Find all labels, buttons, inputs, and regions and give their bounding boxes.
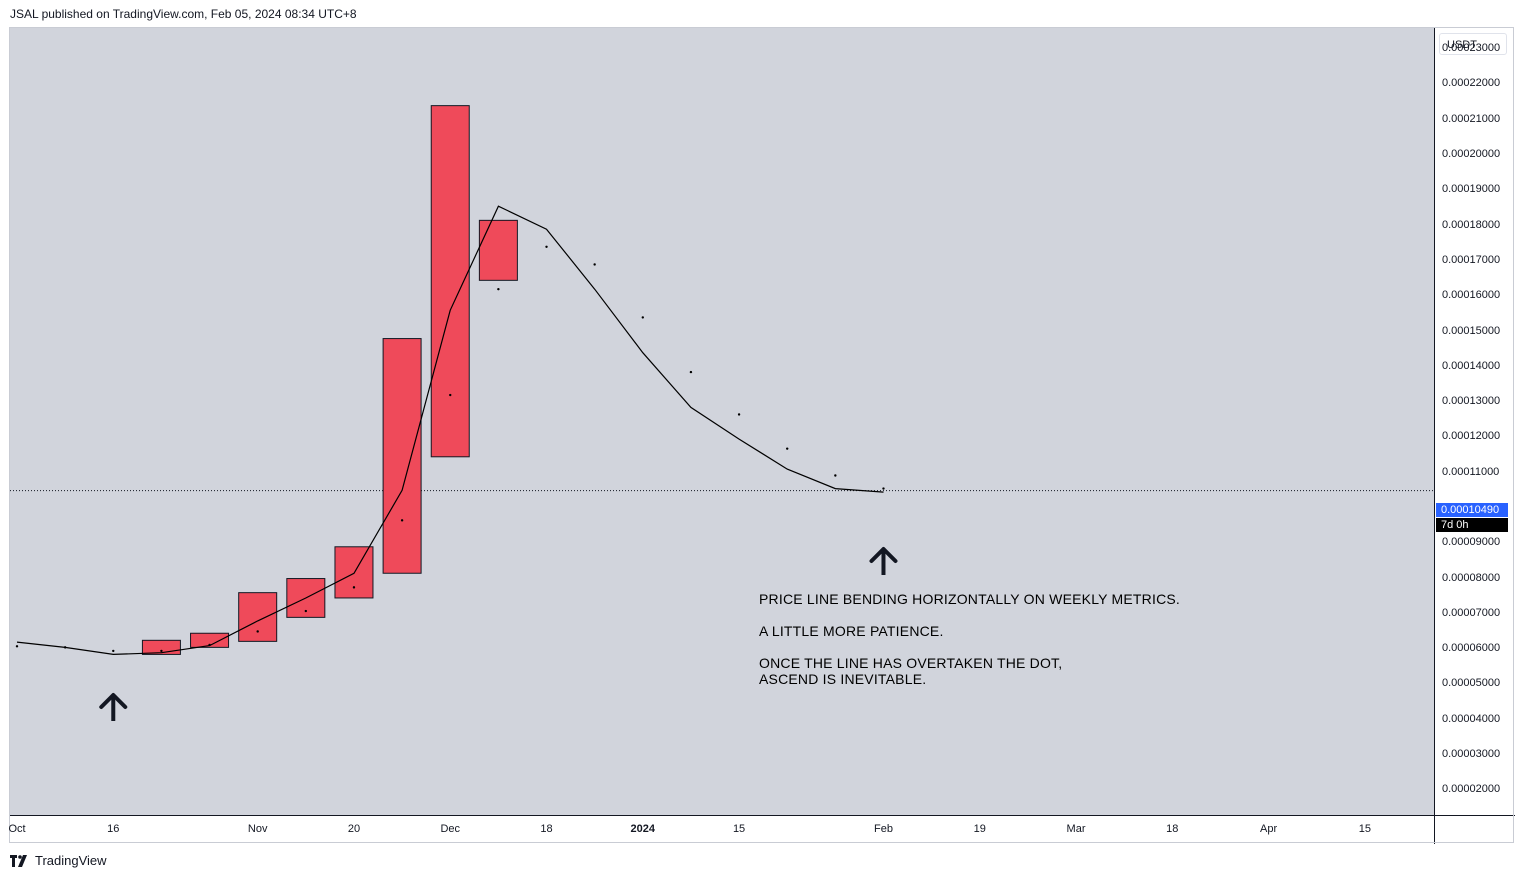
candle <box>430 105 470 458</box>
dot-marker <box>689 370 693 374</box>
candle-countdown: 7d 0h <box>1436 518 1508 532</box>
candle <box>190 632 230 648</box>
x-tick-label: 15 <box>1358 823 1371 835</box>
candle <box>238 592 278 642</box>
candle <box>382 338 422 574</box>
x-tick-label: Dec <box>440 823 461 835</box>
dot-marker <box>63 646 67 649</box>
dot-marker <box>882 487 885 490</box>
currency-button[interactable]: USDT <box>1439 33 1507 55</box>
x-tick-label: 15 <box>732 823 746 835</box>
dot-marker <box>208 643 211 647</box>
tradingview-logo-icon <box>10 854 27 867</box>
plot-area[interactable] <box>10 28 1434 815</box>
axis-corner <box>1434 815 1515 844</box>
candle <box>478 219 518 281</box>
dot-marker <box>400 519 404 522</box>
footer-brand[interactable]: TradingView <box>10 853 107 868</box>
dot-marker <box>256 630 259 633</box>
y-tick-label: 0.00006000 <box>1442 642 1501 655</box>
y-tick-label: 0.00011000 <box>1442 465 1500 478</box>
x-tick-label: Feb <box>873 823 893 835</box>
y-tick-label: 0.00020000 <box>1442 148 1501 161</box>
y-tick-label: 0.00014000 <box>1442 359 1501 372</box>
dot-marker <box>786 447 789 450</box>
dot-marker <box>593 263 596 266</box>
dot-marker <box>834 474 837 477</box>
y-tick-label: 0.00004000 <box>1442 712 1501 725</box>
footer-brand-label: TradingView <box>35 853 107 868</box>
up-arrow-icon <box>869 547 898 575</box>
dot-marker <box>15 645 19 648</box>
y-tick-label: 0.00007000 <box>1442 606 1501 619</box>
x-tick-label: 2024 <box>630 823 656 835</box>
x-tick-label: 16 <box>107 823 120 835</box>
dot-marker <box>160 649 163 653</box>
x-tick-label: Apr <box>1260 823 1278 835</box>
current-price-label: 0.00010490 <box>1436 503 1508 517</box>
up-arrow-icon <box>99 693 128 721</box>
x-tick-label: 19 <box>973 823 986 835</box>
y-tick-label: 0.00008000 <box>1442 571 1501 584</box>
dot-marker <box>545 245 548 249</box>
y-tick-label: 0.00022000 <box>1442 77 1501 90</box>
x-tick-label: 18 <box>1166 823 1179 835</box>
annotation-line-1: PRICE LINE BENDING HORIZONTALLY ON WEEKL… <box>759 591 1181 607</box>
y-tick-label: 0.00009000 <box>1442 536 1501 549</box>
dot-marker <box>352 586 356 589</box>
y-tick-label: 0.00021000 <box>1442 112 1501 125</box>
dot-marker <box>737 413 741 416</box>
time-axis[interactable] <box>10 815 1434 844</box>
x-tick-label: Nov <box>247 823 268 835</box>
y-tick-label: 0.00013000 <box>1442 395 1501 408</box>
dot-marker <box>304 609 308 613</box>
y-tick-label: 0.00005000 <box>1442 677 1501 690</box>
y-tick-label: 0.00003000 <box>1442 748 1501 760</box>
price-axis[interactable] <box>1434 28 1515 815</box>
annotation-line-3: ONCE THE LINE HAS OVERTAKEN THE DOT, <box>759 655 1063 671</box>
y-tick-label: 0.00019000 <box>1442 183 1501 196</box>
x-tick-label: Oct <box>8 823 26 835</box>
dot-marker <box>112 649 115 653</box>
y-tick-label: 0.00015000 <box>1442 324 1501 337</box>
y-tick-label: 0.00018000 <box>1442 218 1501 231</box>
annotation-line-2: A LITTLE MORE PATIENCE. <box>759 623 944 639</box>
publish-info: JSAL published on TradingView.com, Feb 0… <box>10 7 357 21</box>
y-tick-label: 0.00023000 <box>1442 42 1501 55</box>
y-tick-label: 0.00002000 <box>1442 783 1501 796</box>
y-tick-label: 0.00012000 <box>1442 430 1501 443</box>
dot-marker <box>497 287 500 291</box>
x-tick-label: 18 <box>540 823 553 835</box>
price-line <box>16 205 884 656</box>
y-tick-label: 0.00017000 <box>1442 253 1501 266</box>
dot-marker <box>641 316 644 319</box>
x-tick-label: Mar <box>1066 823 1086 835</box>
x-tick-label: 20 <box>347 823 361 835</box>
dot-marker <box>449 393 452 397</box>
annotation-line-4: ASCEND IS INEVITABLE. <box>759 671 927 687</box>
y-tick-label: 0.00016000 <box>1442 289 1501 302</box>
